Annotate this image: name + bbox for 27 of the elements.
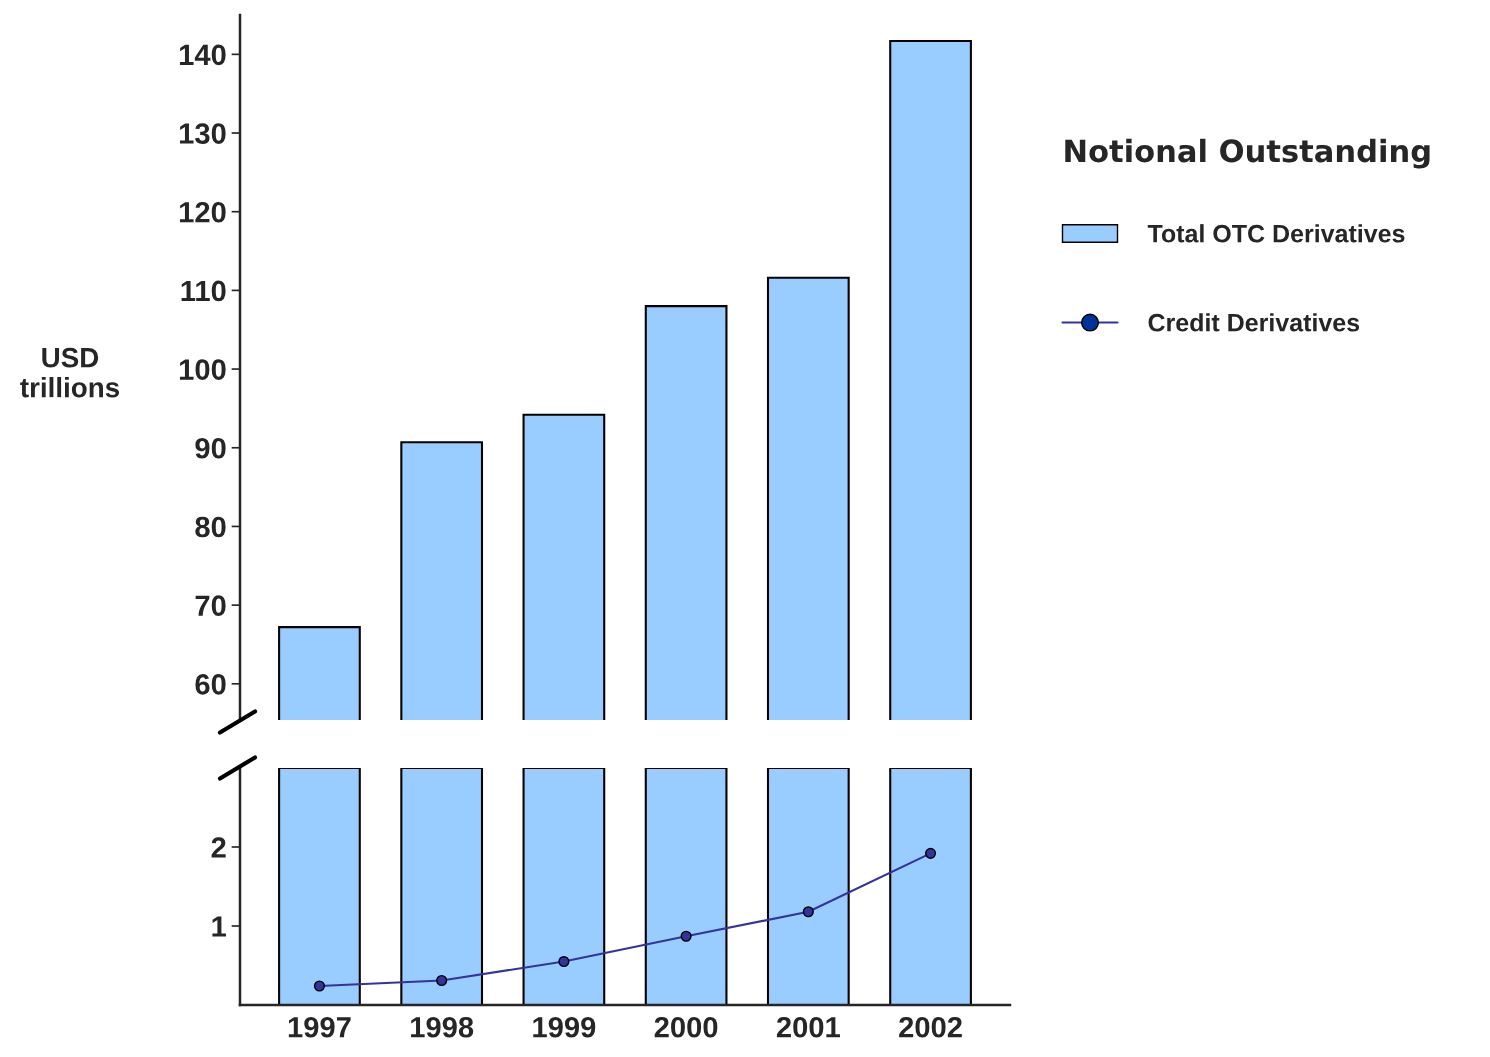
x-tick-label: 2002: [899, 1016, 962, 1038]
y-tick-label: 140: [179, 44, 226, 66]
x-tick-label: 2001: [776, 1016, 840, 1038]
legend-label: Credit Derivatives: [1148, 313, 1360, 332]
y-tick-label: 80: [195, 516, 226, 538]
point: [680, 930, 692, 942]
x-tick-label: 2000: [654, 1016, 718, 1038]
point: [436, 974, 448, 987]
point: [924, 847, 937, 859]
x-tick-label: 1999: [533, 1016, 596, 1038]
x-tick-label: 1998: [411, 1016, 474, 1038]
legend-title: Notional Outstanding: [1065, 138, 1430, 169]
y-axis-title: USD trillions: [20, 347, 120, 398]
x-tick-label: 1997: [288, 1016, 351, 1038]
y-tick-label: 100: [179, 359, 226, 380]
y-tick-label: 130: [179, 123, 226, 144]
point: [313, 980, 326, 992]
y-tick-label: 2: [211, 837, 226, 858]
point: [802, 906, 814, 918]
y-tick-label: 90: [195, 437, 226, 459]
y-tick-label: 120: [179, 201, 226, 223]
point: [558, 955, 570, 968]
y-tick-label: 110: [181, 280, 226, 302]
y-tick-label: 70: [195, 595, 226, 616]
legend-label: Total OTC Derivatives: [1147, 224, 1405, 243]
y-tick-label: 1: [212, 916, 226, 937]
y-tick-label: 60: [195, 674, 226, 695]
